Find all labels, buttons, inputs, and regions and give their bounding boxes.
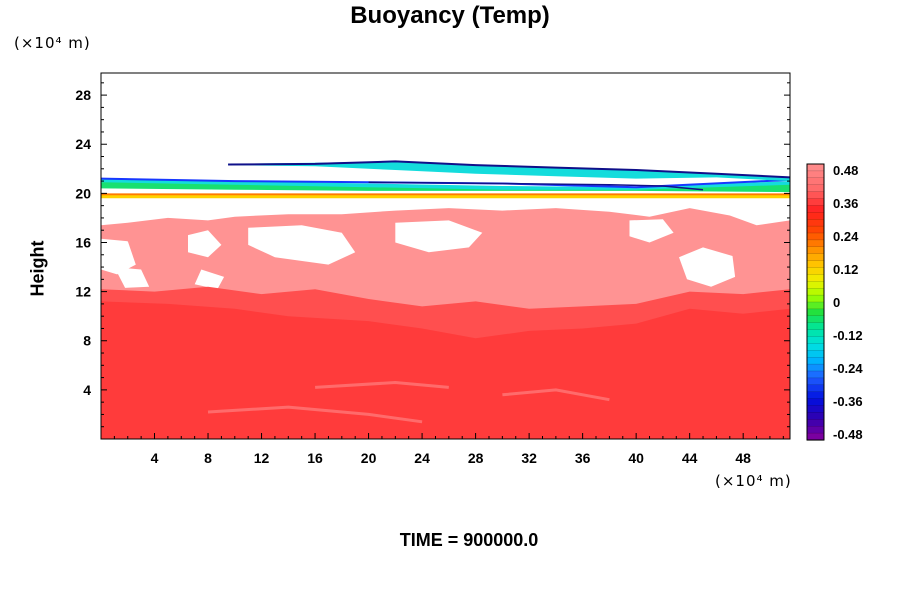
field-gap — [114, 267, 150, 288]
x-tick-label: 32 — [521, 450, 537, 466]
colorbar-band — [806, 315, 825, 324]
buoyancy-field — [101, 160, 790, 439]
colorbar-band — [806, 308, 825, 317]
colorbar-band — [806, 205, 825, 213]
time-label: TIME = 900000.0 — [399, 530, 539, 550]
filament-cyan — [228, 161, 790, 182]
field-streak — [315, 380, 449, 389]
layer-cyan — [101, 178, 790, 190]
field-gap — [395, 220, 483, 253]
y-tick-label: 12 — [75, 284, 91, 300]
field-streak — [207, 405, 423, 424]
colorbar-band — [806, 225, 825, 234]
field-streak — [502, 388, 610, 402]
colorbar-band — [806, 191, 825, 200]
colorbar-frame — [806, 163, 825, 441]
plot-frame — [100, 72, 791, 440]
field-strong-region — [101, 301, 790, 439]
colorbar-label: -0.24 — [833, 361, 863, 376]
colorbar-band — [806, 281, 825, 289]
field-gap — [188, 230, 222, 258]
colorbar-band — [806, 432, 825, 441]
colorbar-band — [806, 218, 825, 227]
colorbar-band — [806, 357, 825, 365]
filament-lower-navy — [368, 181, 704, 191]
colorbar-band — [806, 253, 825, 262]
field-gap — [248, 225, 356, 265]
y-axis: 4 8 12 16 20 24 28 — [75, 82, 790, 428]
colorbar-band — [806, 322, 825, 331]
y-tick-label: 28 — [75, 87, 91, 103]
colorbar-band — [806, 260, 825, 269]
x-tick-label: 48 — [735, 450, 751, 466]
x-tick-label: 24 — [414, 450, 430, 466]
colorbar-band — [806, 419, 825, 427]
field-gap — [629, 219, 674, 243]
colorbar-band — [806, 184, 825, 193]
colorbar-label: 0 — [833, 295, 840, 310]
colorbar-band — [806, 163, 825, 172]
y-tick-label: 8 — [83, 333, 91, 349]
colorbar-band — [806, 274, 825, 282]
colorbar-label: -0.12 — [833, 328, 863, 343]
x-tick-label: 40 — [628, 450, 644, 466]
x-tick-label: 12 — [254, 450, 270, 466]
x-tick-label: 28 — [468, 450, 484, 466]
x-tick-label: 16 — [307, 450, 323, 466]
colorbar-label: 0.48 — [833, 163, 858, 178]
y-unit-label: (×10⁴ m) — [14, 34, 91, 52]
colorbar-band — [806, 232, 825, 241]
colorbar-band — [806, 177, 825, 186]
field-gap — [194, 269, 225, 290]
colorbar-band — [806, 329, 825, 338]
colorbar-band — [806, 412, 825, 420]
x-unit-label: (×10⁴ m) — [715, 472, 792, 490]
colorbar-band — [806, 198, 825, 207]
colorbar-band — [806, 212, 825, 220]
colorbar-band — [806, 370, 825, 379]
layer-yellow — [101, 194, 790, 199]
colorbar-band — [806, 405, 825, 414]
chart-title: Buoyancy (Temp) — [350, 2, 550, 29]
layer-orange — [101, 193, 790, 196]
y-tick-label: 16 — [75, 234, 91, 250]
colorbar-label: 0.36 — [833, 196, 858, 211]
colorbar-band — [806, 301, 825, 310]
y-tick-label: 24 — [75, 136, 91, 152]
colorbar-band — [806, 398, 825, 407]
colorbar-band — [806, 384, 825, 393]
field-gap — [679, 247, 736, 287]
y-tick-label: 4 — [83, 382, 91, 398]
colorbar-band — [806, 350, 825, 358]
colorbar-band — [806, 426, 825, 434]
x-tick-label: 4 — [151, 450, 159, 466]
colorbar-band — [806, 267, 825, 276]
colorbar-band — [806, 288, 825, 296]
colorbar-label: -0.48 — [833, 427, 863, 442]
colorbar-label: -0.36 — [833, 394, 863, 409]
colorbar-band — [806, 343, 825, 351]
colorbar: 0.48 0.36 0.24 0.12 0 -0.12 -0.24 -0.36 -0.48 — [806, 163, 863, 442]
colorbar-band — [806, 294, 825, 303]
x-tick-label: 44 — [682, 450, 698, 466]
x-tick-label: 20 — [361, 450, 377, 466]
x-tick-label: 8 — [204, 450, 212, 466]
colorbar-label: 0.12 — [833, 262, 858, 277]
colorbar-band — [806, 246, 825, 255]
colorbar-band — [806, 239, 825, 248]
colorbar-band — [806, 391, 825, 400]
x-axis: 4 8 12 16 20 24 28 32 36 40 44 48 — [113, 433, 784, 466]
colorbar-band — [806, 377, 825, 386]
colorbar-label: 0.24 — [833, 229, 859, 244]
filament-navy — [228, 160, 790, 179]
colorbar-band — [806, 336, 825, 345]
colorbar-band — [806, 363, 825, 372]
y-tick-label: 20 — [75, 185, 91, 201]
field-gap — [101, 238, 136, 275]
colorbar-band — [806, 170, 825, 179]
x-tick-label: 36 — [575, 450, 591, 466]
